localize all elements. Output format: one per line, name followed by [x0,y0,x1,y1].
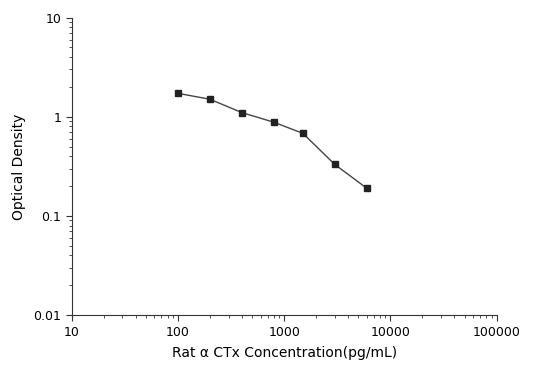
Y-axis label: Optical Density: Optical Density [12,113,27,219]
X-axis label: Rat α CTx Concentration(pg/mL): Rat α CTx Concentration(pg/mL) [172,346,397,359]
